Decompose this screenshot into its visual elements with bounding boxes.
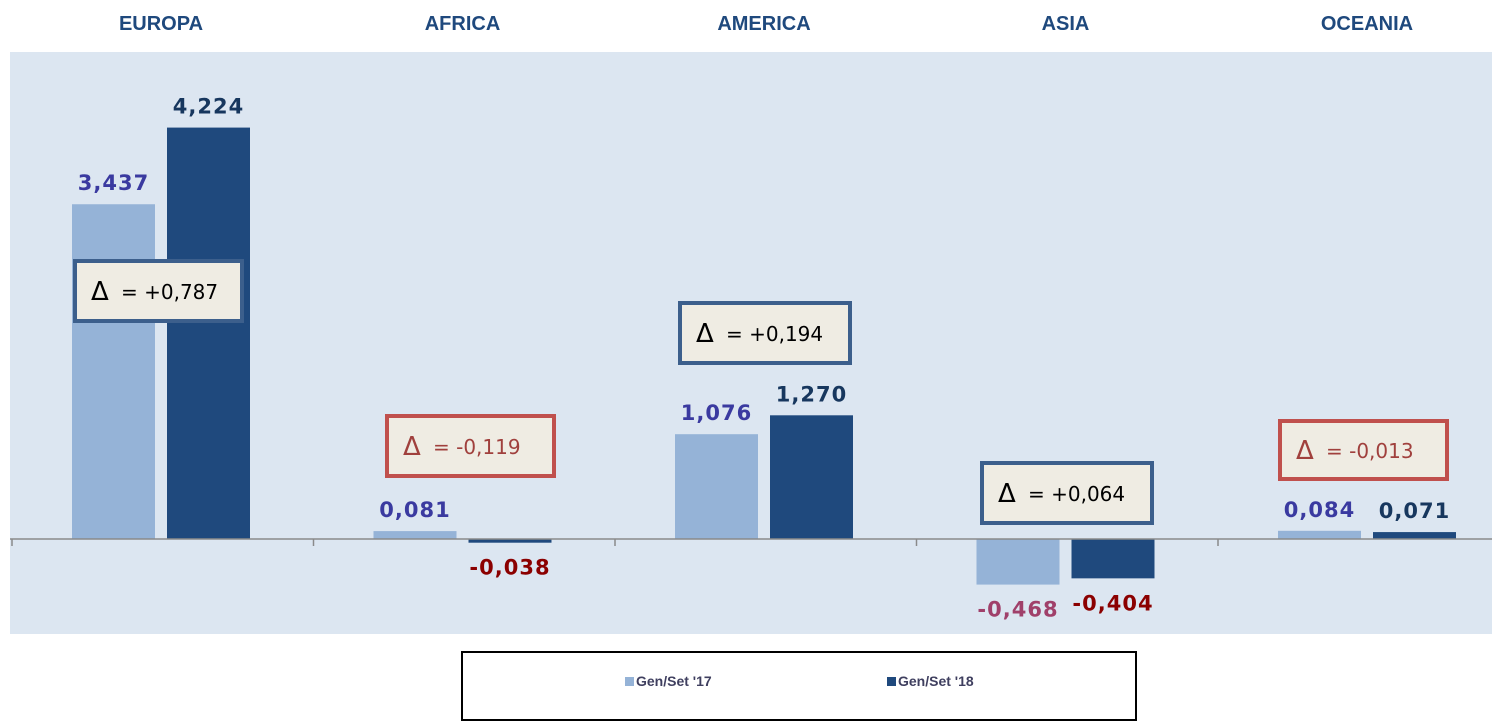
delta-box	[1278, 419, 1449, 481]
delta-box	[678, 301, 852, 365]
legend-label-series-2: Gen/Set '18	[898, 673, 974, 689]
data-label-series-2: 0,071	[1379, 499, 1450, 523]
bar-series-1	[1278, 530, 1361, 539]
data-label-series-1: 0,084	[1284, 498, 1355, 522]
data-label-series-2: 1,270	[776, 382, 847, 406]
delta-box	[980, 461, 1154, 525]
bar-series-2	[770, 415, 853, 539]
bar-series-1	[373, 531, 457, 539]
delta-value: = -0,119	[433, 435, 521, 459]
legend-item-series-1: Gen/Set '17	[625, 673, 712, 689]
delta-box	[385, 414, 556, 478]
legend-label-series-1: Gen/Set '17	[636, 673, 712, 689]
bar-series-1	[976, 539, 1060, 585]
delta-symbol: Δ	[998, 479, 1016, 509]
category-label: AFRICA	[425, 13, 501, 35]
delta-symbol: Δ	[696, 319, 714, 349]
legend-item-series-2: Gen/Set '18	[887, 673, 974, 689]
bar-series-2	[167, 127, 250, 539]
data-label-series-2: 4,224	[173, 95, 244, 119]
legend-swatch-series-2	[887, 676, 896, 686]
category-label: AMERICA	[717, 13, 810, 35]
legend-swatch-series-1	[625, 676, 634, 686]
delta-value: = -0,013	[1326, 439, 1414, 463]
bar-series-1	[72, 204, 155, 539]
data-label-series-2: -0,404	[1072, 591, 1153, 615]
bar-series-1	[675, 434, 758, 539]
delta-value: = +0,194	[726, 322, 823, 346]
chart-canvas: EUROPA AFRICA AMERICA ASIA OCEANIA 3,437 4,22…	[10, 13, 1492, 634]
category-label: OCEANIA	[1321, 13, 1413, 35]
bar-series-2	[1373, 532, 1456, 539]
delta-box	[73, 259, 244, 323]
delta-symbol: Δ	[403, 432, 421, 462]
data-label-series-1: 0,081	[379, 498, 450, 522]
data-label-series-1: 1,076	[681, 401, 752, 425]
legend: Gen/Set '17 Gen/Set '18	[461, 651, 1137, 721]
bar-series-2	[1071, 539, 1155, 579]
bar-series-2	[468, 539, 552, 543]
delta-value: = +0,064	[1028, 482, 1125, 506]
category-label: ASIA	[1042, 13, 1090, 35]
category-label: EUROPA	[119, 13, 203, 35]
data-label-series-1: -0,468	[977, 598, 1058, 622]
delta-symbol: Δ	[91, 277, 109, 307]
data-label-series-1: 3,437	[78, 171, 149, 195]
delta-symbol: Δ	[1296, 436, 1314, 466]
delta-value: = +0,787	[121, 280, 218, 304]
data-label-series-2: -0,038	[469, 556, 550, 580]
